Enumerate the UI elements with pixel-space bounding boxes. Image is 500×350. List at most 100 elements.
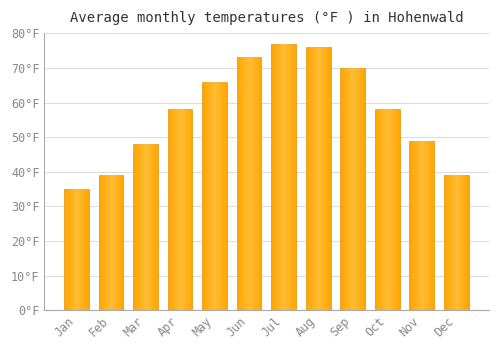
Bar xyxy=(111,175,112,310)
Bar xyxy=(224,82,226,310)
Bar xyxy=(110,175,111,310)
Bar xyxy=(70,189,71,310)
Bar xyxy=(176,110,178,310)
Bar xyxy=(106,175,107,310)
Bar xyxy=(428,141,429,310)
Bar xyxy=(148,144,149,310)
Bar xyxy=(275,44,276,310)
Bar xyxy=(271,44,296,310)
Bar xyxy=(274,44,275,310)
Bar xyxy=(272,44,274,310)
Bar xyxy=(378,110,380,310)
Bar xyxy=(416,141,418,310)
Bar xyxy=(102,175,104,310)
Bar xyxy=(75,189,76,310)
Bar xyxy=(78,189,79,310)
Bar xyxy=(226,82,227,310)
Bar xyxy=(120,175,121,310)
Bar xyxy=(114,175,116,310)
Bar xyxy=(256,57,258,310)
Bar xyxy=(85,189,86,310)
Bar xyxy=(185,110,186,310)
Bar xyxy=(444,175,468,310)
Bar xyxy=(456,175,458,310)
Bar xyxy=(74,189,75,310)
Bar xyxy=(258,57,259,310)
Bar xyxy=(121,175,122,310)
Bar xyxy=(391,110,392,310)
Bar xyxy=(149,144,150,310)
Bar xyxy=(412,141,413,310)
Bar xyxy=(327,47,328,310)
Bar xyxy=(246,57,248,310)
Bar xyxy=(374,110,400,310)
Bar xyxy=(392,110,394,310)
Bar xyxy=(191,110,192,310)
Bar xyxy=(294,44,295,310)
Bar xyxy=(248,57,249,310)
Bar xyxy=(179,110,180,310)
Bar xyxy=(223,82,224,310)
Bar xyxy=(419,141,420,310)
Bar xyxy=(422,141,423,310)
Bar xyxy=(350,68,352,310)
Bar xyxy=(380,110,381,310)
Bar xyxy=(208,82,210,310)
Bar xyxy=(244,57,246,310)
Bar xyxy=(358,68,359,310)
Bar xyxy=(146,144,148,310)
Bar xyxy=(220,82,221,310)
Bar xyxy=(413,141,414,310)
Bar xyxy=(390,110,391,310)
Bar xyxy=(100,175,101,310)
Bar xyxy=(236,57,262,310)
Bar xyxy=(429,141,430,310)
Bar xyxy=(346,68,348,310)
Bar xyxy=(118,175,120,310)
Bar xyxy=(362,68,364,310)
Bar xyxy=(430,141,432,310)
Bar xyxy=(253,57,254,310)
Bar xyxy=(134,144,136,310)
Bar xyxy=(82,189,84,310)
Bar xyxy=(86,189,88,310)
Bar xyxy=(449,175,450,310)
Bar xyxy=(144,144,146,310)
Bar xyxy=(313,47,314,310)
Bar xyxy=(206,82,207,310)
Bar xyxy=(295,44,296,310)
Bar xyxy=(464,175,465,310)
Bar xyxy=(376,110,377,310)
Bar xyxy=(414,141,416,310)
Bar xyxy=(98,175,124,310)
Bar xyxy=(423,141,424,310)
Bar xyxy=(221,82,222,310)
Bar xyxy=(240,57,242,310)
Bar xyxy=(239,57,240,310)
Bar xyxy=(133,144,158,310)
Bar xyxy=(188,110,190,310)
Bar xyxy=(458,175,460,310)
Bar xyxy=(288,44,290,310)
Bar xyxy=(64,189,89,310)
Bar xyxy=(142,144,143,310)
Bar xyxy=(107,175,108,310)
Bar xyxy=(410,141,412,310)
Bar xyxy=(150,144,152,310)
Bar xyxy=(259,57,260,310)
Bar xyxy=(260,57,262,310)
Bar xyxy=(308,47,310,310)
Bar xyxy=(186,110,188,310)
Bar xyxy=(72,189,74,310)
Bar xyxy=(278,44,280,310)
Bar xyxy=(382,110,384,310)
Bar xyxy=(348,68,349,310)
Bar xyxy=(387,110,388,310)
Bar xyxy=(222,82,223,310)
Bar xyxy=(137,144,138,310)
Bar xyxy=(345,68,346,310)
Bar xyxy=(324,47,326,310)
Bar xyxy=(271,44,272,310)
Bar xyxy=(377,110,378,310)
Bar xyxy=(136,144,137,310)
